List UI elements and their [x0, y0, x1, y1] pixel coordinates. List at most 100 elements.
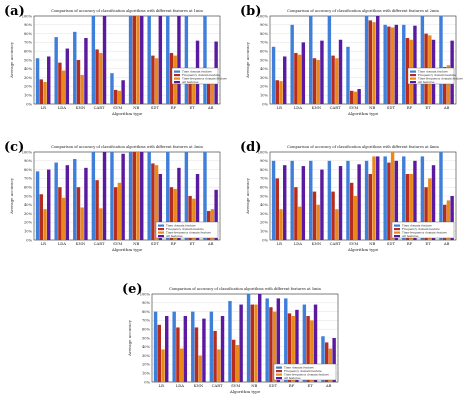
chart-panel-c: (c) Comparison of accuracy of classifica…	[4, 140, 226, 262]
bar	[179, 348, 184, 382]
legend-label: Frequency domain feature	[166, 227, 204, 231]
bar	[47, 56, 51, 104]
chart-panel-d: (d) Comparison of accuracy of classifica…	[240, 140, 462, 262]
legend-swatch	[174, 70, 180, 73]
legend-swatch	[158, 228, 164, 231]
bar	[321, 336, 325, 382]
bar	[246, 294, 251, 382]
bar	[353, 91, 358, 104]
plot-frame	[269, 15, 457, 105]
bar	[349, 182, 354, 240]
bar	[327, 160, 332, 240]
bar	[153, 311, 158, 382]
y-tick-label: 40%	[142, 345, 151, 349]
panel-letter: (b)	[240, 4, 262, 19]
y-tick-label: 20%	[260, 221, 269, 225]
bar	[442, 67, 447, 104]
bar	[331, 55, 335, 104]
bar	[194, 327, 199, 382]
y-tick-label: 30%	[142, 354, 151, 358]
bar	[158, 16, 163, 104]
x-tick-label: CART	[212, 383, 223, 388]
bar	[165, 316, 169, 382]
x-tick-label: NB	[369, 241, 375, 246]
bar	[47, 169, 51, 240]
x-tick-label: SVM	[113, 105, 122, 110]
legend-swatch	[174, 77, 180, 80]
bar	[420, 16, 425, 104]
bar	[413, 25, 417, 104]
y-tick-label: 0%	[144, 380, 150, 384]
y-tick-label: 0%	[262, 102, 268, 106]
x-tick-label: LDA	[294, 105, 303, 110]
legend-label: Frequency domain feature	[284, 369, 322, 373]
bar	[65, 48, 70, 104]
y-tick-label: 80%	[142, 310, 151, 314]
bar-chart: Comparison of accuracy of classification…	[245, 9, 463, 116]
bar	[439, 152, 443, 240]
legend-swatch	[174, 81, 180, 84]
plot-frame	[269, 151, 457, 241]
panel-letter: (d)	[240, 140, 262, 155]
bar	[276, 298, 281, 382]
bar	[250, 304, 254, 382]
x-tick-label: RF	[407, 105, 413, 110]
bar	[335, 209, 339, 240]
bar	[173, 188, 177, 240]
bar	[302, 304, 307, 382]
x-tick-label: ET	[189, 241, 195, 246]
x-tick-label: AB	[443, 241, 450, 246]
legend-box	[391, 221, 455, 239]
bar	[316, 60, 320, 104]
bar	[446, 65, 451, 104]
bar	[39, 194, 43, 240]
bar	[192, 198, 196, 240]
y-tick-label: 10%	[24, 94, 33, 98]
bar	[402, 156, 406, 240]
bar	[151, 55, 155, 104]
legend-label: Time-frequency domain feature	[402, 231, 447, 235]
panel-letter: (c)	[4, 140, 25, 155]
bar	[121, 80, 125, 104]
bar	[128, 152, 133, 240]
bar	[136, 16, 140, 104]
y-tick-label: 30%	[24, 76, 33, 80]
y-tick-label: 50%	[24, 194, 33, 198]
bar	[446, 200, 451, 240]
bar	[80, 74, 84, 104]
bar	[294, 187, 298, 240]
x-tick-label: ET	[425, 241, 431, 246]
bar	[364, 16, 369, 104]
bar	[99, 52, 103, 104]
x-tick-label: SVM	[349, 241, 358, 246]
y-tick-label: 10%	[142, 372, 151, 376]
x-tick-label: LDA	[58, 105, 67, 110]
legend-swatch	[276, 377, 282, 380]
bar	[394, 24, 399, 104]
bar	[61, 197, 66, 240]
bar	[376, 16, 380, 104]
x-tick-label: KNN	[76, 105, 86, 110]
y-tick-label: 70%	[24, 177, 33, 181]
x-tick-label: AB	[325, 383, 332, 388]
x-tick-label: ET	[307, 383, 313, 388]
legend-label: All features	[417, 80, 435, 84]
bar	[198, 355, 202, 382]
legend-label: Frequency domain feature	[182, 73, 220, 77]
x-tick-label: NB	[369, 105, 375, 110]
chart-panel-a: (a) Comparison of accuracy of classifica…	[4, 4, 227, 126]
bar	[188, 70, 192, 104]
bar	[287, 313, 292, 382]
y-tick-label: 100%	[258, 150, 269, 154]
y-tick-label: 30%	[260, 212, 269, 216]
y-tick-label: 0%	[26, 238, 32, 242]
y-tick-label: 80%	[260, 32, 269, 36]
legend-label: Time-frequency domain feature	[284, 373, 329, 377]
legend-label: Time domain feature	[182, 70, 212, 74]
bar	[202, 318, 206, 382]
y-tick-label: 60%	[260, 50, 269, 54]
bar	[258, 294, 262, 382]
bar	[353, 196, 358, 240]
bar	[239, 304, 243, 382]
chart-title: Comparison of accuracy of classification…	[51, 145, 203, 149]
